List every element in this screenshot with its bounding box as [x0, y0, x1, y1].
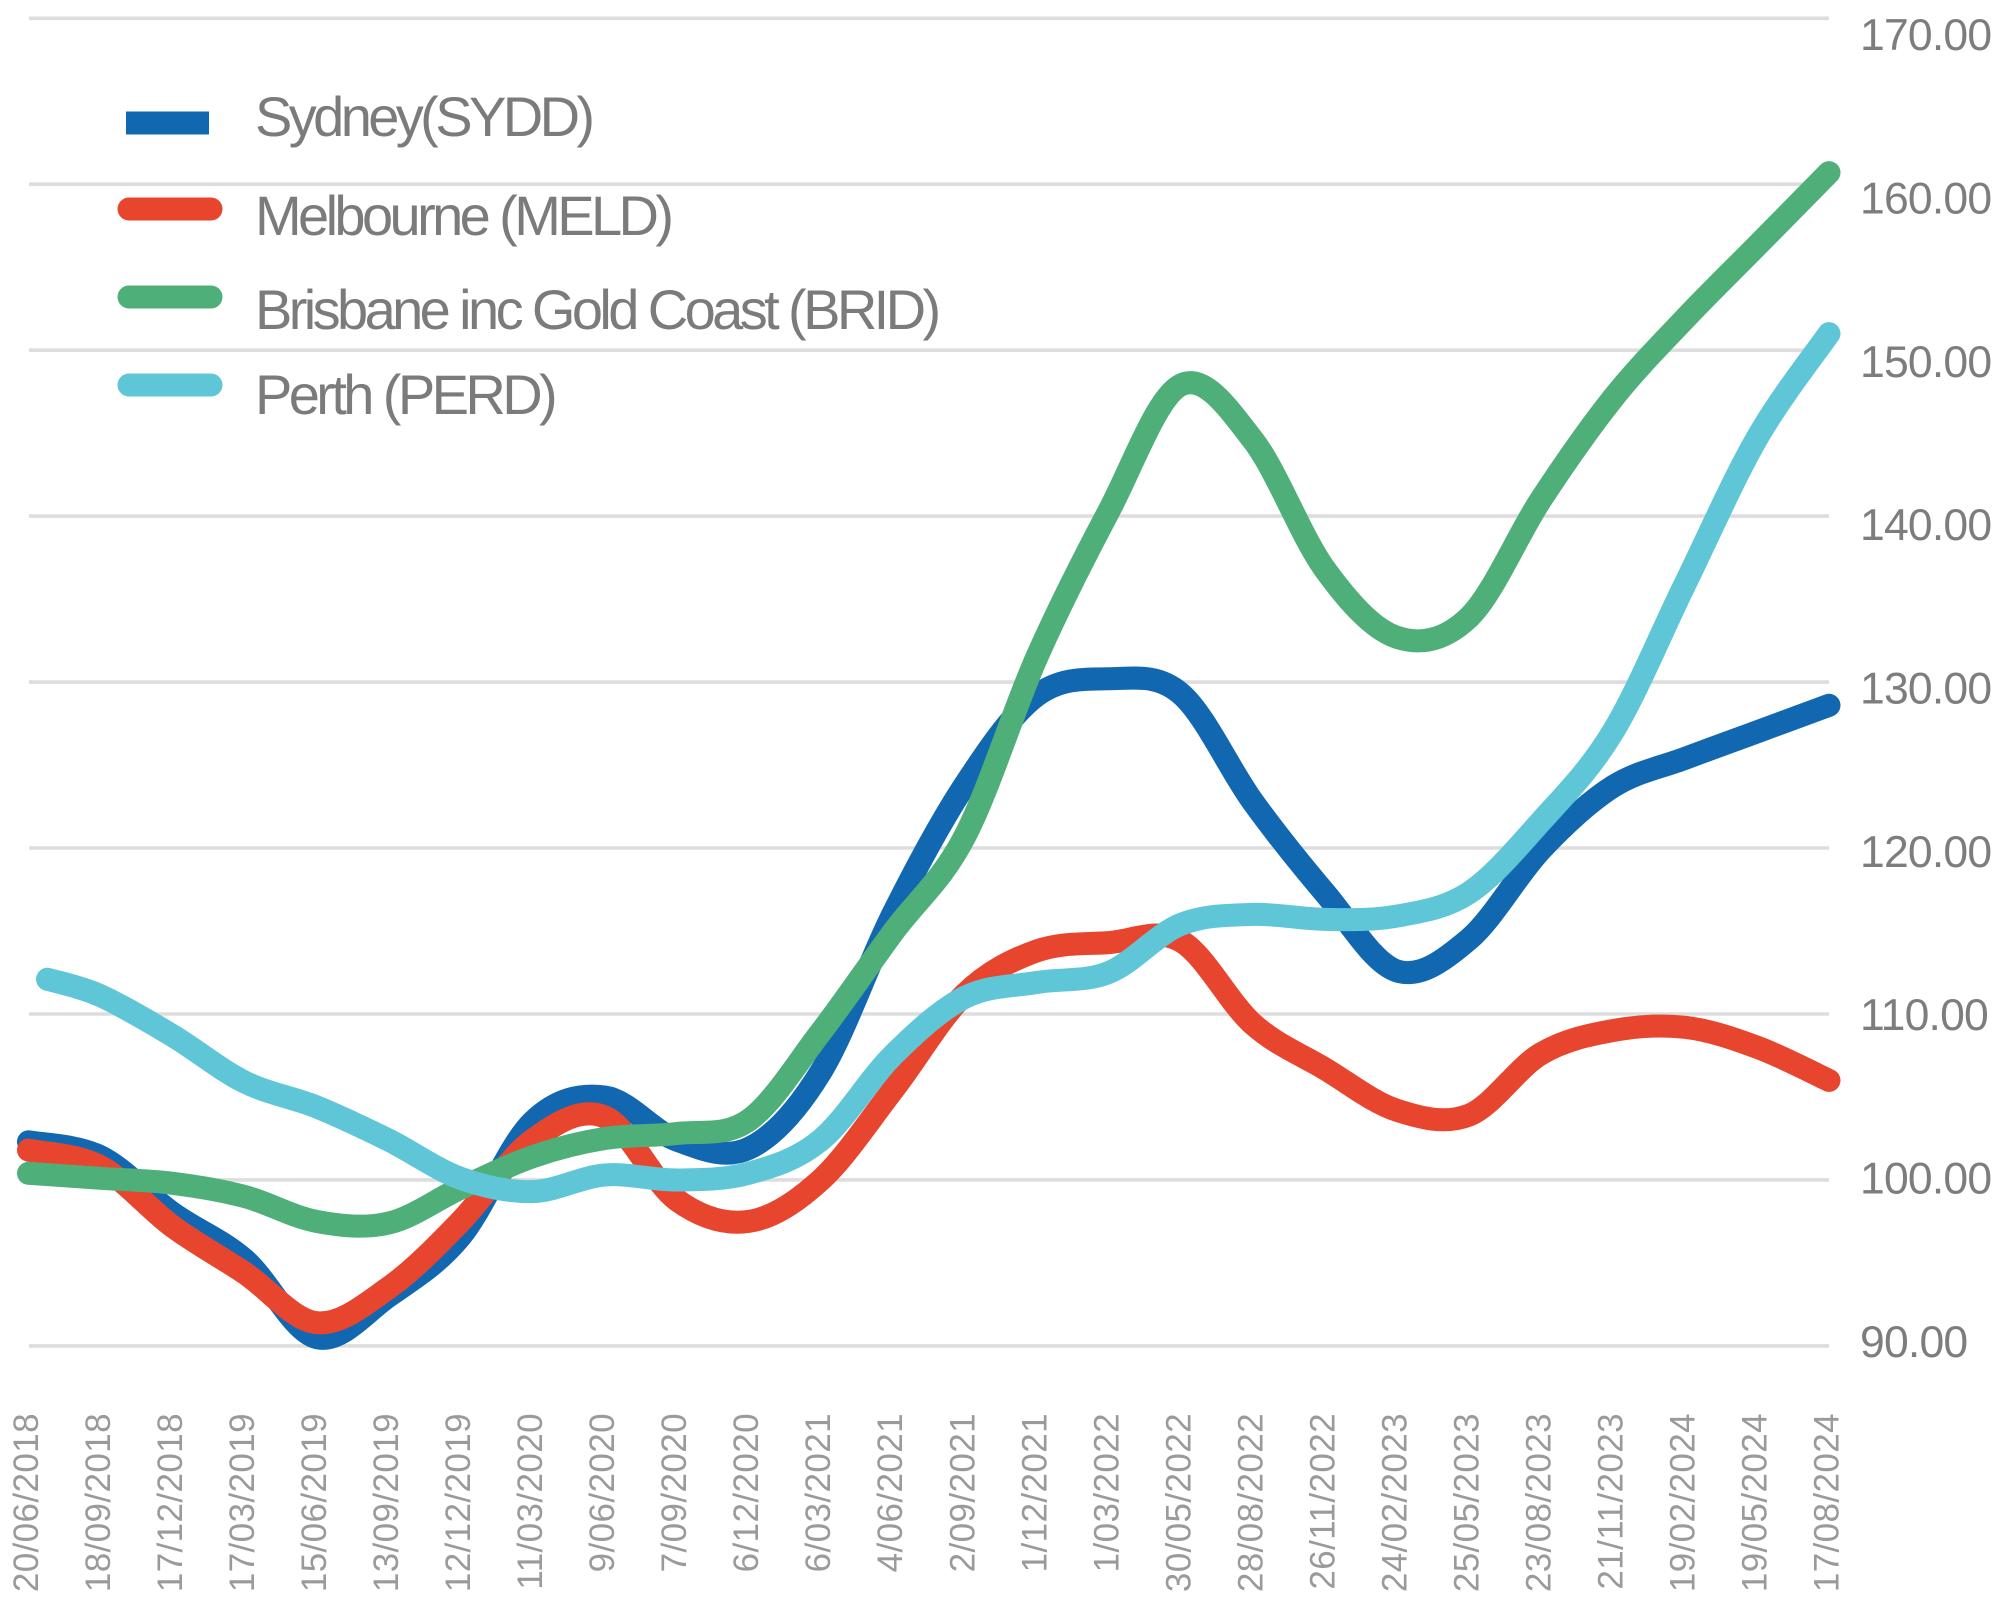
svg-text:90.00: 90.00: [1860, 1318, 1967, 1367]
svg-text:19/02/2024: 19/02/2024: [1664, 1413, 1703, 1592]
svg-text:1/03/2022: 1/03/2022: [1087, 1413, 1126, 1572]
svg-text:9/06/2020: 9/06/2020: [583, 1413, 622, 1572]
svg-text:25/05/2023: 25/05/2023: [1447, 1413, 1486, 1592]
svg-text:120.00: 120.00: [1860, 828, 1991, 877]
svg-text:Sydney(SYDD): Sydney(SYDD): [255, 85, 592, 148]
svg-text:Melbourne (MELD): Melbourne (MELD): [255, 184, 671, 247]
svg-text:Perth (PERD): Perth (PERD): [255, 363, 555, 426]
svg-text:2/09/2021: 2/09/2021: [943, 1413, 982, 1572]
svg-text:28/08/2022: 28/08/2022: [1231, 1413, 1270, 1592]
svg-text:18/09/2018: 18/09/2018: [79, 1413, 118, 1592]
svg-text:17/03/2019: 17/03/2019: [223, 1413, 262, 1592]
svg-text:Brisbane inc Gold Coast (BRID): Brisbane inc Gold Coast (BRID): [255, 278, 938, 341]
svg-text:7/09/2020: 7/09/2020: [655, 1413, 694, 1572]
svg-text:30/05/2022: 30/05/2022: [1159, 1413, 1198, 1592]
svg-text:15/06/2019: 15/06/2019: [295, 1413, 334, 1592]
svg-text:1/12/2021: 1/12/2021: [1015, 1413, 1054, 1572]
svg-text:17/08/2024: 17/08/2024: [1808, 1413, 1847, 1592]
svg-text:24/02/2023: 24/02/2023: [1375, 1413, 1414, 1592]
svg-text:26/11/2022: 26/11/2022: [1303, 1413, 1342, 1590]
svg-text:6/12/2020: 6/12/2020: [727, 1413, 766, 1572]
svg-text:20/06/2018: 20/06/2018: [7, 1413, 46, 1592]
svg-text:150.00: 150.00: [1860, 338, 1991, 387]
svg-text:4/06/2021: 4/06/2021: [871, 1413, 910, 1572]
svg-text:12/12/2019: 12/12/2019: [439, 1413, 478, 1592]
svg-text:23/08/2023: 23/08/2023: [1519, 1413, 1558, 1592]
svg-text:11/03/2020: 11/03/2020: [511, 1413, 550, 1590]
svg-text:17/12/2018: 17/12/2018: [151, 1413, 190, 1592]
svg-text:140.00: 140.00: [1860, 501, 1991, 550]
svg-text:100.00: 100.00: [1860, 1155, 1991, 1204]
svg-text:110.00: 110.00: [1860, 991, 1988, 1040]
svg-text:21/11/2023: 21/11/2023: [1591, 1413, 1630, 1590]
svg-text:160.00: 160.00: [1860, 174, 1991, 223]
svg-text:13/09/2019: 13/09/2019: [367, 1413, 406, 1592]
svg-text:19/05/2024: 19/05/2024: [1736, 1413, 1775, 1592]
svg-text:130.00: 130.00: [1860, 665, 1991, 714]
svg-text:170.00: 170.00: [1860, 11, 1991, 60]
svg-text:6/03/2021: 6/03/2021: [799, 1413, 838, 1572]
